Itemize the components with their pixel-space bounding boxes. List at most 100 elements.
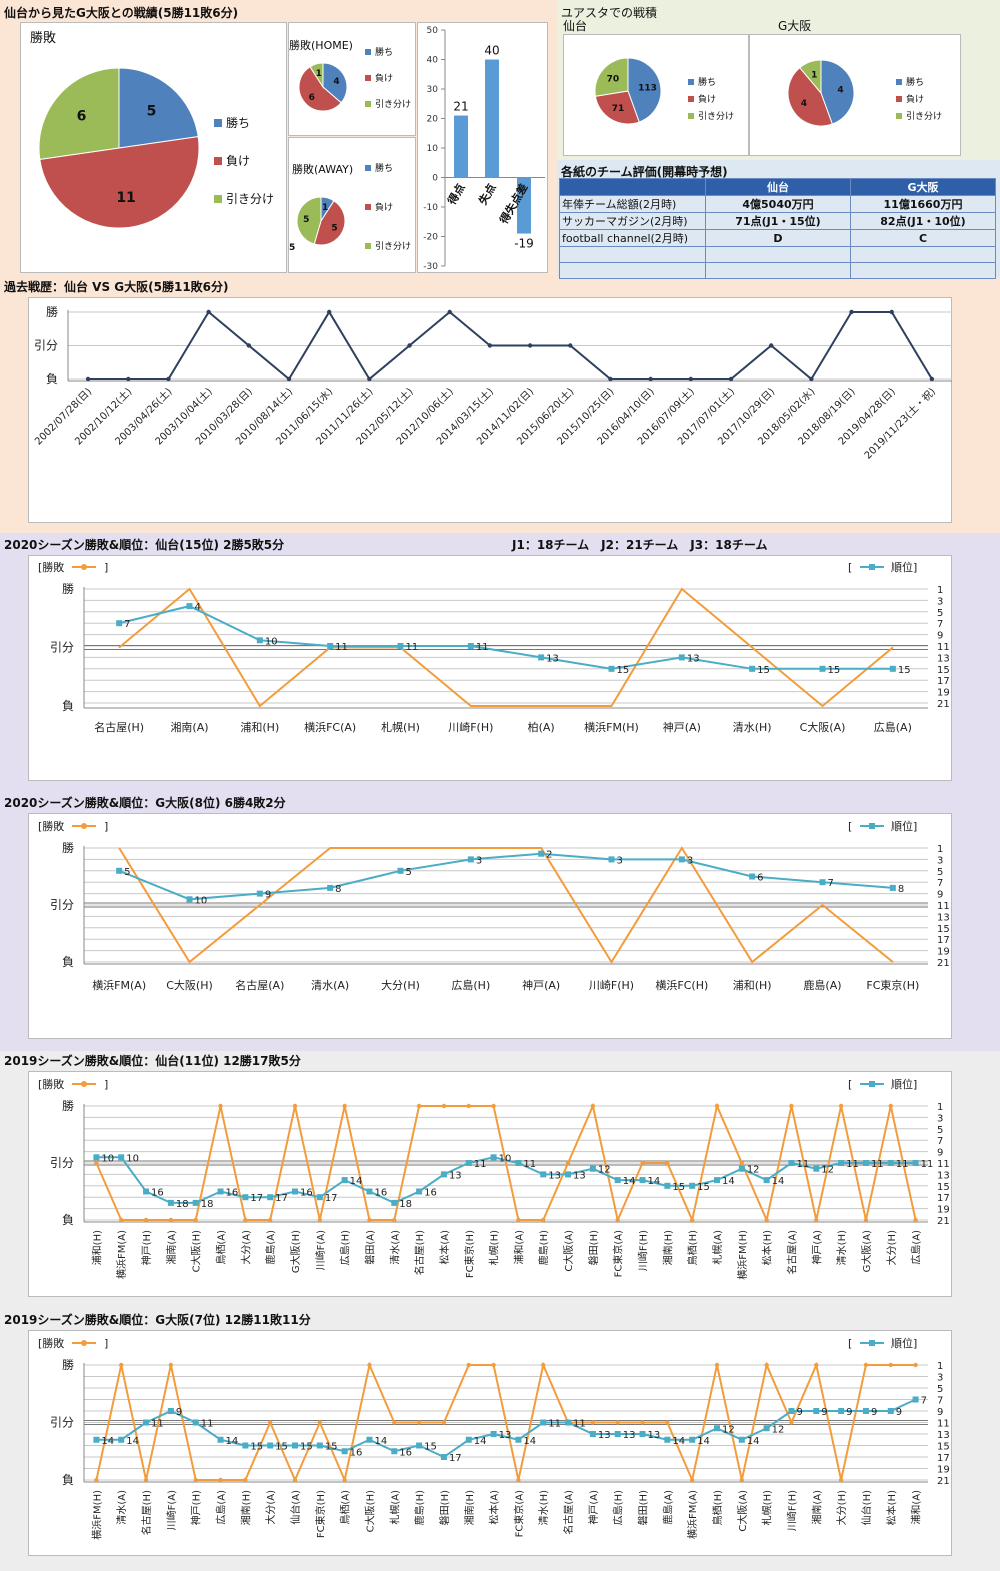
result-series-line [118, 846, 894, 964]
pie-data-label: 6 [77, 108, 87, 124]
rank-point [341, 1177, 348, 1184]
table-cell: 82点(J1・10位) [850, 212, 996, 230]
result-point [441, 1420, 447, 1425]
legend-swatch [365, 243, 371, 249]
rank-data-label: 9 [796, 1407, 802, 1418]
x-tick-label: 浦和(H) [90, 1230, 103, 1265]
result-point [168, 1217, 174, 1223]
result-series-line [88, 310, 933, 381]
rank-data-label: 11 [921, 1159, 934, 1170]
rank-point [540, 1171, 547, 1178]
legend-label: 引き分け [226, 192, 274, 206]
x-tick-label: 札幌(A) [711, 1230, 724, 1265]
x-tick-label: 札幌(H) [488, 1230, 501, 1265]
s2020-gosaka-title: 2020シーズン勝敗&順位：G大阪(8位) 6勝4敗2分 [4, 796, 286, 810]
rank-data-label: 7 [921, 1396, 927, 1407]
legend-rank-label: 順位] [891, 819, 917, 833]
rank-axis-label: 21 [937, 1476, 950, 1487]
y-label-win: 勝 [62, 840, 74, 855]
rank-series-line [118, 605, 893, 670]
s2019-sendai-title: 2019シーズン勝敗&順位：仙台(11位) 12勝17敗5分 [4, 1054, 301, 1068]
rank-data-label: 15 [424, 1442, 437, 1453]
rank-point [515, 1436, 522, 1443]
x-tick-label: 名古屋(H) [413, 1230, 426, 1275]
rank-data-label: 13 [546, 653, 559, 664]
rank-data-label: 15 [697, 1182, 710, 1193]
x-tick-label: C大阪(H) [363, 1490, 376, 1532]
x-tick-label: 清水(A) [311, 979, 349, 992]
rank-axis-label: 13 [937, 1170, 950, 1181]
result-point [166, 376, 171, 382]
rank-data-label: 11 [335, 642, 348, 653]
rank-point [912, 1160, 919, 1166]
result-point [400, 847, 401, 849]
legend-rank-marker [869, 1340, 875, 1346]
result-point [611, 961, 612, 963]
rank-point [467, 856, 474, 863]
bar [485, 59, 499, 178]
result-point [267, 1420, 273, 1425]
rank-point [440, 1454, 447, 1460]
result-point [470, 705, 472, 707]
pie-data-label: 1 [322, 203, 328, 213]
result-point [193, 1477, 198, 1483]
y-label-lose: 負 [46, 372, 58, 386]
legend-swatch [214, 195, 222, 203]
rank-axis-label: 3 [937, 596, 943, 607]
result-point [739, 1160, 745, 1166]
result-point [119, 1362, 124, 1368]
result-point [246, 343, 252, 348]
y-label-draw: 引分 [34, 339, 58, 353]
rank-data-label: 15 [300, 1442, 313, 1453]
x-tick-label: 仙台(H) [860, 1490, 873, 1525]
result-point [590, 1420, 596, 1425]
rank-point [143, 1419, 150, 1426]
rank-data-label: 12 [821, 1165, 834, 1176]
bar-y-tick-label: -30 [423, 262, 438, 272]
rank-data-label: 14 [722, 1176, 735, 1187]
rank-point [186, 603, 193, 610]
rank-data-label: 11 [548, 1419, 561, 1430]
rank-data-label: 3 [687, 855, 693, 866]
rank-point [397, 643, 404, 649]
result-point [342, 1477, 347, 1483]
rank-point [256, 637, 263, 644]
x-tick-label: 川崎F(A) [314, 1230, 327, 1270]
rank-axis-label: 17 [937, 1193, 950, 1204]
result-point [688, 376, 694, 382]
rank-data-label: 8 [335, 884, 341, 895]
rank-data-label: 15 [617, 665, 630, 676]
legend-label: 負け [698, 93, 716, 105]
x-tick-label: 名古屋(H) [94, 720, 144, 734]
rank-point [763, 1177, 770, 1184]
rank-data-label: 13 [623, 1430, 636, 1441]
legend-swatch [365, 165, 371, 171]
result-point [568, 343, 573, 348]
rank-point [912, 1396, 919, 1403]
result-point [470, 847, 472, 849]
x-tick-label: 横浜FM(H) [90, 1490, 103, 1540]
x-tick-label: 札幌(A) [388, 1490, 401, 1525]
rank-data-label: 14 [648, 1176, 661, 1187]
result-point [193, 1217, 198, 1223]
rank-data-label: 5 [124, 867, 130, 878]
rank-point [738, 1165, 745, 1172]
x-tick-label: 横浜FM(H) [584, 720, 639, 734]
x-tick-label: 鹿島(A) [264, 1230, 277, 1265]
rank-point [565, 1419, 572, 1426]
x-tick-label: 横浜FM(A) [92, 978, 146, 992]
result-point [838, 1103, 844, 1109]
rank-point [689, 1436, 696, 1443]
result-point [206, 309, 211, 315]
rank-point [292, 1442, 298, 1449]
pie-data-label: 5 [303, 215, 309, 225]
result-point [527, 343, 533, 348]
result-point [243, 1477, 248, 1483]
rank-data-label: 17 [275, 1193, 288, 1204]
rank-axis-label: 21 [937, 1216, 950, 1227]
result-point [764, 1362, 769, 1368]
result-point [487, 343, 493, 348]
rank-data-label: 15 [672, 1182, 685, 1193]
x-tick-label: 大分(H) [835, 1490, 848, 1525]
rank-point [267, 1194, 274, 1201]
